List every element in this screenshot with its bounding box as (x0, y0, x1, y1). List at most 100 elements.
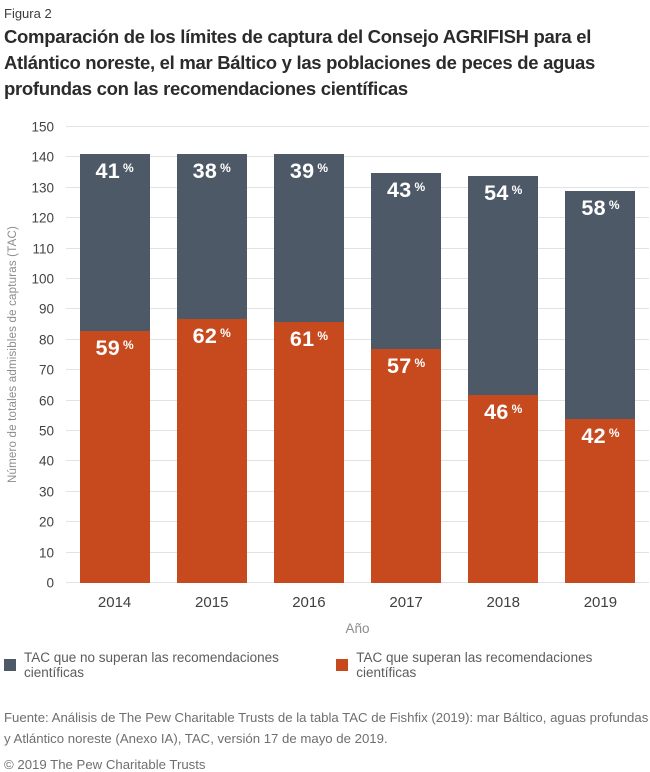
percent-sign: % (608, 425, 620, 440)
legend-item-exceeding: TAC que superan las recomendaciones cien… (336, 650, 650, 680)
y-tick-label: 60 (38, 393, 54, 409)
bar-segment-exceeding: 46% (468, 394, 539, 583)
gridline (66, 521, 649, 523)
percent-sign: % (220, 161, 231, 176)
x-axis-title: Año (345, 621, 370, 636)
percent-sign: % (123, 161, 134, 176)
bar-segment-exceeding: 42% (565, 418, 636, 583)
stacked-bar-2018: 54% 46% (468, 175, 539, 583)
gridline (66, 582, 649, 583)
y-tick-label: 70 (38, 362, 54, 378)
gridline (66, 369, 649, 371)
gridline (66, 338, 649, 340)
bar-slot-2018: 54% 46% 2018 (455, 127, 552, 611)
stacked-bar-2014: 41% 59% (79, 154, 150, 583)
bar-segment-exceeding: 61% (273, 321, 344, 583)
source-note: Fuente: Análisis de The Pew Charitable T… (4, 710, 649, 746)
legend-swatch-orange (336, 659, 349, 671)
copyright-note: © 2019 The Pew Charitable Trusts (4, 757, 206, 772)
legend-item-not-exceeding: TAC que no superan las recomendaciones c… (4, 650, 336, 680)
figure-label: Figura 2 (4, 6, 52, 21)
percentage-value: 38 (192, 159, 218, 184)
y-tick-label: 40 (38, 453, 54, 469)
x-tick-label: 2015 (195, 594, 229, 611)
gridline (66, 186, 649, 188)
bar-slot-2017: 43% 57% 2017 (358, 127, 455, 611)
y-axis-tick-labels: 0 10 20 30 40 50 60 70 80 90 100 110 120 130 140 150 (4, 120, 54, 590)
gridline (66, 308, 649, 310)
stacked-bar-2017: 43% 57% (371, 172, 442, 583)
gridline (66, 551, 649, 553)
segment-percentage-label: 57% (387, 355, 425, 380)
segment-percentage-label: 46% (484, 401, 522, 426)
bar-segment-exceeding: 62% (176, 318, 247, 583)
percent-sign: % (608, 197, 620, 212)
x-tick-label: 2016 (292, 594, 326, 611)
gridline (66, 460, 649, 462)
segment-percentage-label: 42% (581, 425, 619, 450)
gridline (66, 156, 649, 158)
percent-sign: % (511, 401, 523, 416)
y-tick-label: 0 (46, 575, 54, 591)
gridline (66, 430, 649, 432)
legend-label: TAC que no superan las recomendaciones c… (24, 650, 279, 680)
percentage-value: 42 (581, 423, 606, 448)
gridline (66, 490, 649, 492)
gridline (66, 126, 649, 127)
gridline (66, 247, 649, 249)
gridline (66, 278, 649, 280)
y-tick-label: 10 (38, 545, 54, 561)
percent-sign: % (317, 328, 328, 343)
bar-segment-not-exceeding: 41% (79, 154, 150, 331)
bar-slot-2014: 41% 59% 2014 (66, 127, 163, 611)
percent-sign: % (317, 161, 328, 176)
legend-swatch-dark (4, 659, 16, 671)
segment-percentage-label: 58% (581, 197, 619, 222)
y-tick-label: 50 (38, 423, 54, 439)
x-tick-label: 2018 (486, 594, 520, 611)
segment-percentage-label: 59% (95, 337, 133, 362)
y-tick-label: 120 (31, 210, 54, 226)
stacked-bar-2016: 39% 61% (273, 154, 344, 583)
y-tick-label: 30 (38, 484, 54, 500)
bar-slot-2015: 38% 62% 2015 (163, 127, 260, 611)
bar-slot-2016: 39% 61% 2016 (260, 127, 357, 611)
percent-sign: % (220, 325, 231, 340)
segment-percentage-label: 62% (193, 325, 231, 350)
y-tick-label: 90 (38, 301, 54, 317)
percent-sign: % (511, 182, 523, 197)
x-tick-label: 2014 (97, 594, 132, 611)
y-tick-label: 80 (38, 332, 54, 348)
y-tick-label: 20 (38, 514, 54, 530)
bar-segment-not-exceeding: 39% (273, 154, 344, 322)
y-tick-label: 130 (31, 180, 54, 196)
segment-percentage-label: 41% (95, 160, 133, 185)
legend-label: TAC que superan las recomendaciones cien… (356, 650, 593, 680)
percentage-value: 58 (581, 195, 606, 220)
stacked-bar-2015: 38% 62% (176, 154, 247, 583)
percentage-value: 54 (484, 180, 509, 205)
y-tick-label: 140 (31, 149, 54, 165)
percentage-value: 61 (289, 326, 315, 351)
bar-segment-exceeding: 57% (371, 348, 442, 583)
y-tick-label: 110 (32, 241, 54, 257)
y-tick-label: 150 (31, 119, 54, 135)
bar-segment-not-exceeding: 58% (565, 190, 636, 419)
bar-segment-not-exceeding: 43% (371, 172, 442, 349)
percentage-value: 62 (192, 323, 218, 348)
bar-slot-2019: 58% 42% 2019 (552, 127, 649, 611)
percentage-value: 41 (95, 159, 120, 184)
percentage-value: 59 (95, 335, 120, 360)
bar-segment-not-exceeding: 54% (468, 175, 539, 395)
figure-title: Comparación de los límites de captura de… (4, 26, 596, 99)
gridline (66, 217, 649, 219)
percentage-value: 57 (386, 353, 412, 378)
percentage-value: 43 (386, 177, 412, 202)
plot-area: 41% 59% 2014 38% 62% 2015 39% 61% 2016 43% 57% 2017… (66, 126, 649, 611)
percent-sign: % (414, 179, 426, 194)
segment-percentage-label: 39% (290, 160, 328, 185)
percentage-value: 46 (484, 399, 509, 424)
stacked-bar-2019: 58% 42% (565, 190, 636, 583)
percent-sign: % (414, 355, 426, 370)
chart-legend: TAC que no superan las recomendaciones c… (4, 650, 650, 680)
